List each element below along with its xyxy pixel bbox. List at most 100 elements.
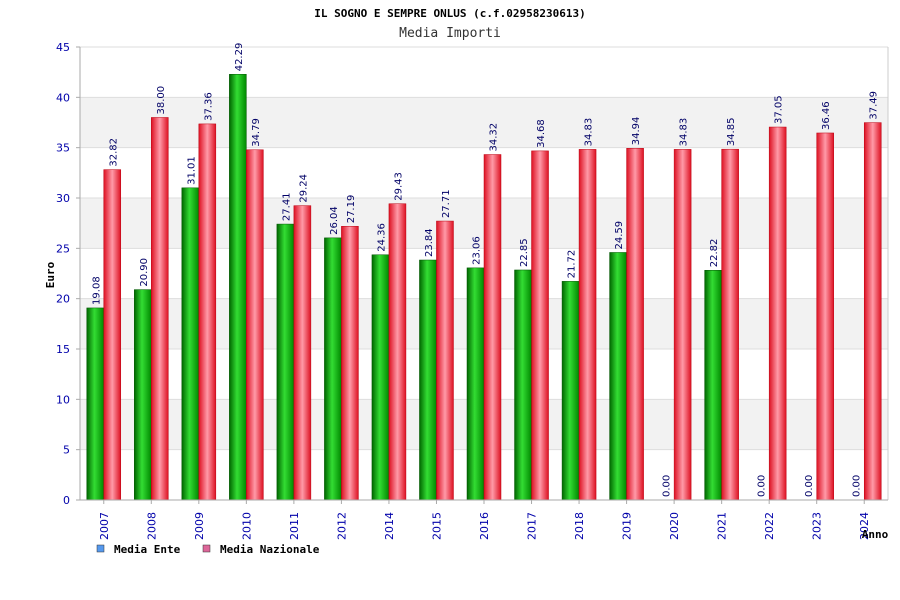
data-label: 0.00 <box>757 475 768 497</box>
x-tick-label: 2014 <box>383 512 396 540</box>
data-label: 0.00 <box>662 475 673 497</box>
data-label: 21.72 <box>567 250 578 279</box>
bar-media-ente <box>514 269 532 501</box>
bar-media-nazionale <box>816 132 834 501</box>
x-tick-label: 2020 <box>668 512 681 540</box>
data-label: 22.82 <box>709 239 720 268</box>
y-tick-label: 10 <box>56 393 70 406</box>
legend-label-media-nazionale: Media Nazionale <box>220 543 320 556</box>
y-axis-ticks: 0 5 10 15 20 25 30 35 40 45 <box>56 41 80 507</box>
bar-media-nazionale <box>436 220 454 501</box>
bar-media-ente <box>181 187 200 501</box>
data-label: 34.68 <box>536 119 547 148</box>
x-tick-label: 2016 <box>478 512 491 540</box>
bar-media-ente <box>134 289 152 501</box>
data-label: 27.71 <box>441 189 452 218</box>
x-tick-label: 2021 <box>716 512 729 540</box>
data-label: 34.32 <box>489 123 500 152</box>
bar-media-nazionale <box>768 126 787 501</box>
legend-swatch-media-nazionale <box>202 544 211 553</box>
x-tick-label: 2023 <box>811 512 824 540</box>
bar-media-nazionale <box>246 149 264 501</box>
legend-swatch-media-ente <box>96 544 105 553</box>
bar-media-nazionale <box>531 150 549 501</box>
bar-media-ente <box>276 223 295 501</box>
data-label: 38.00 <box>156 86 167 115</box>
data-label: 24.36 <box>376 223 387 252</box>
data-label: 34.83 <box>679 118 690 147</box>
data-label: 34.85 <box>726 118 737 147</box>
y-tick-label: 20 <box>56 293 70 306</box>
data-label: 27.41 <box>281 192 292 221</box>
bar-media-ente <box>561 281 580 501</box>
legend: Media Ente Media Nazionale <box>96 543 320 556</box>
x-tick-label: 2011 <box>288 512 301 540</box>
x-tick-label: 2007 <box>98 512 111 540</box>
x-tick-label: 2022 <box>763 512 776 540</box>
data-label: 37.05 <box>774 95 785 124</box>
y-tick-label: 25 <box>56 242 70 255</box>
x-tick-label: 2015 <box>430 512 443 540</box>
y-tick-label: 40 <box>56 91 70 104</box>
data-label: 37.36 <box>203 92 214 121</box>
data-label: 37.49 <box>869 91 880 120</box>
bar-media-nazionale <box>578 149 597 501</box>
data-label: 29.24 <box>298 174 309 203</box>
x-tick-label: 2019 <box>621 512 634 540</box>
bar-media-nazionale <box>293 205 312 501</box>
bar-media-ente <box>229 74 247 501</box>
bars <box>86 74 882 501</box>
data-label: 23.06 <box>472 236 483 265</box>
data-label: 0.00 <box>804 475 815 497</box>
x-tick-label: 2009 <box>193 512 206 540</box>
y-tick-label: 0 <box>63 494 70 507</box>
bar-media-ente <box>419 259 437 501</box>
data-label: 42.29 <box>234 43 245 72</box>
bar-media-nazionale <box>863 122 882 501</box>
x-tick-label: 2012 <box>335 512 348 540</box>
data-label: 32.82 <box>108 138 119 167</box>
bar-media-ente <box>466 267 485 501</box>
data-label: 27.19 <box>346 195 357 224</box>
data-label: 0.00 <box>852 475 863 497</box>
y-axis-label: Euro <box>44 261 57 288</box>
data-label: 36.46 <box>821 101 832 130</box>
y-tick-label: 5 <box>63 444 70 457</box>
bar-media-nazionale <box>721 148 739 501</box>
bar-media-nazionale <box>388 203 407 501</box>
bar-media-ente <box>609 252 627 501</box>
bar-media-nazionale <box>341 226 359 501</box>
bar-media-nazionale <box>483 154 502 501</box>
bar-media-nazionale <box>151 117 169 501</box>
data-label: 34.83 <box>584 118 595 147</box>
bar-media-nazionale <box>198 123 217 501</box>
bar-media-ente <box>371 254 390 501</box>
x-axis-label: Anno <box>862 528 889 541</box>
y-tick-label: 30 <box>56 192 70 205</box>
x-tick-label: 2017 <box>526 512 539 540</box>
bar-media-ente <box>704 270 722 501</box>
y-tick-label: 45 <box>56 41 70 54</box>
x-tick-label: 2010 <box>240 512 253 540</box>
legend-label-media-ente: Media Ente <box>114 543 181 556</box>
x-tick-label: 2008 <box>145 512 158 540</box>
x-tick-label: 2018 <box>573 512 586 540</box>
data-label: 31.01 <box>186 156 197 185</box>
data-label: 22.85 <box>519 238 530 267</box>
data-label: 20.90 <box>139 258 150 287</box>
data-label: 34.94 <box>631 117 642 146</box>
data-labels: 19.08 32.82 20.90 38.00 31.01 37.36 42.29 34.79… <box>91 43 879 497</box>
data-label: 29.43 <box>393 172 404 201</box>
bar-media-nazionale <box>626 148 644 501</box>
chart-subtitle: Media Importi <box>399 26 501 41</box>
bar-media-ente <box>324 237 342 501</box>
data-label: 19.08 <box>91 276 102 305</box>
bar-media-nazionale <box>103 169 122 501</box>
x-tick-label: 2024 <box>858 512 871 540</box>
bar-media-nazionale <box>673 149 692 501</box>
y-tick-label: 35 <box>56 142 70 155</box>
chart-title: IL SOGNO E SEMPRE ONLUS (c.f.02958230613… <box>314 7 586 20</box>
data-label: 24.59 <box>614 221 625 250</box>
bar-media-ente <box>86 307 105 501</box>
